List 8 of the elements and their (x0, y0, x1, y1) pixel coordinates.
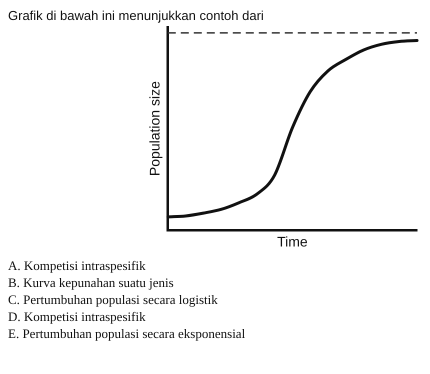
chart-title: Grafik di bawah ini menunjukkan contoh dari (8, 8, 265, 23)
text: C. Pertumbuhan populasi secara logistik (8, 291, 219, 308)
text: B. Kurva kepunahan suatu jenis (8, 274, 175, 291)
text: D. Kompetisi intraspesifik (8, 308, 147, 325)
y-axis-title: Population size (146, 80, 162, 176)
text: E. Pertumbuhan populasi secara eksponensial (8, 325, 246, 342)
text: A. Kompetisi intraspesifik (8, 257, 147, 274)
x-axis-title: Time (277, 233, 308, 250)
